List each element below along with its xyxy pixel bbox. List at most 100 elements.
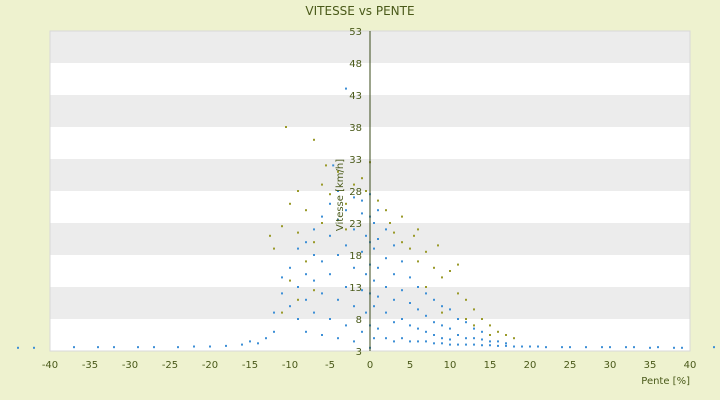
data-point-series-1 [137,346,139,349]
data-point-series-2 [413,234,415,237]
data-point-series-1 [373,305,375,308]
data-point-series-1 [473,343,475,346]
data-point-series-1 [497,344,499,347]
data-point-series-2 [401,241,403,244]
data-point-series-2 [489,334,491,336]
data-point-series-1 [113,346,115,349]
data-point-series-1 [433,298,435,301]
data-point-series-1 [441,324,443,327]
data-point-series-1 [425,314,427,317]
data-point-series-1 [297,286,299,288]
data-point-series-1 [393,321,395,324]
data-points [17,87,715,349]
data-point-series-1 [441,305,443,308]
data-point-series-1 [433,321,435,324]
data-point-series-2 [305,209,307,212]
data-point-series-1 [713,346,715,349]
data-point-series-1 [353,340,355,343]
data-point-series-2 [505,334,507,336]
data-point-series-2 [353,183,355,186]
y-tick-label: 38 [349,123,362,134]
data-point-series-1 [337,337,339,340]
data-point-series-1 [337,298,339,301]
data-point-series-1 [473,337,475,340]
data-point-series-1 [337,254,339,256]
x-tick-label: 5 [407,360,413,371]
x-axis-title: Pente [%] [641,376,690,387]
data-point-series-1 [353,305,355,308]
data-point-series-1 [465,321,467,324]
data-point-series-1 [409,276,411,279]
data-point-series-1 [249,340,251,343]
data-point-series-1 [353,228,355,231]
data-point-series-2 [313,289,315,292]
data-point-series-1 [353,266,355,269]
data-point-series-1 [425,292,427,295]
data-point-series-1 [373,247,375,250]
data-point-series-1 [489,344,491,347]
data-point-series-2 [289,279,291,282]
data-point-series-1 [449,308,451,311]
data-point-series-1 [609,346,611,349]
data-point-series-2 [305,260,307,263]
data-point-series-1 [513,345,515,348]
data-point-series-2 [329,193,331,196]
data-point-series-1 [353,196,355,199]
data-point-series-1 [257,342,259,345]
data-point-series-1 [321,334,323,336]
data-point-series-2 [281,225,283,228]
y-tick-label: 18 [349,251,362,262]
data-point-series-1 [393,244,395,247]
data-point-series-1 [332,164,335,167]
x-tick-label: 30 [604,360,617,371]
data-point-series-1 [281,292,283,295]
data-point-series-1 [417,340,419,343]
data-point-series-2 [281,311,283,314]
data-point-series-1 [681,346,683,349]
data-point-series-1 [313,228,315,231]
data-point-series-2 [361,177,363,180]
data-point-series-1 [329,318,331,320]
x-tick-label: 15 [484,360,497,371]
data-point-series-1 [225,344,227,347]
data-point-series-2 [345,202,347,205]
data-point-series-2 [433,266,435,269]
y-tick-label: 13 [349,283,362,294]
data-point-series-2 [441,276,443,279]
data-point-series-1 [561,346,563,349]
data-point-series-2 [389,222,391,224]
data-point-series-2 [513,337,515,340]
data-point-series-1 [305,298,307,301]
data-point-series-1 [673,346,675,349]
x-tick-label: 25 [564,360,577,371]
data-point-series-1 [481,344,483,347]
x-tick-label: -25 [162,360,178,371]
data-point-series-1 [361,289,363,292]
data-point-series-2 [457,263,459,266]
data-point-series-2 [297,190,299,192]
data-point-series-1 [377,327,379,330]
data-point-series-1 [289,305,291,308]
data-point-series-1 [193,345,195,348]
x-axis-ticks: -40 -35 -30 -25 -20 -15 -10 -5 0 5 10 15 20 25 30 35 40 [42,360,697,371]
data-point-series-1 [361,330,363,333]
y-tick-label: 33 [349,155,362,166]
data-point-series-1 [377,295,379,298]
data-point-series-1 [601,346,603,349]
data-point-series-1 [569,346,571,349]
y-tick-label: 48 [349,59,362,70]
data-point-series-1 [373,279,375,282]
data-point-series-1 [417,286,419,288]
x-tick-label: 20 [524,360,537,371]
data-point-series-2 [325,164,327,167]
x-tick-label: -35 [82,360,98,371]
data-point-series-1 [313,311,315,314]
data-point-series-2 [401,215,403,218]
data-point-series-1 [361,199,363,202]
data-point-series-1 [305,330,307,333]
y-tick-label: 43 [349,91,362,102]
data-point-series-1 [449,327,451,330]
